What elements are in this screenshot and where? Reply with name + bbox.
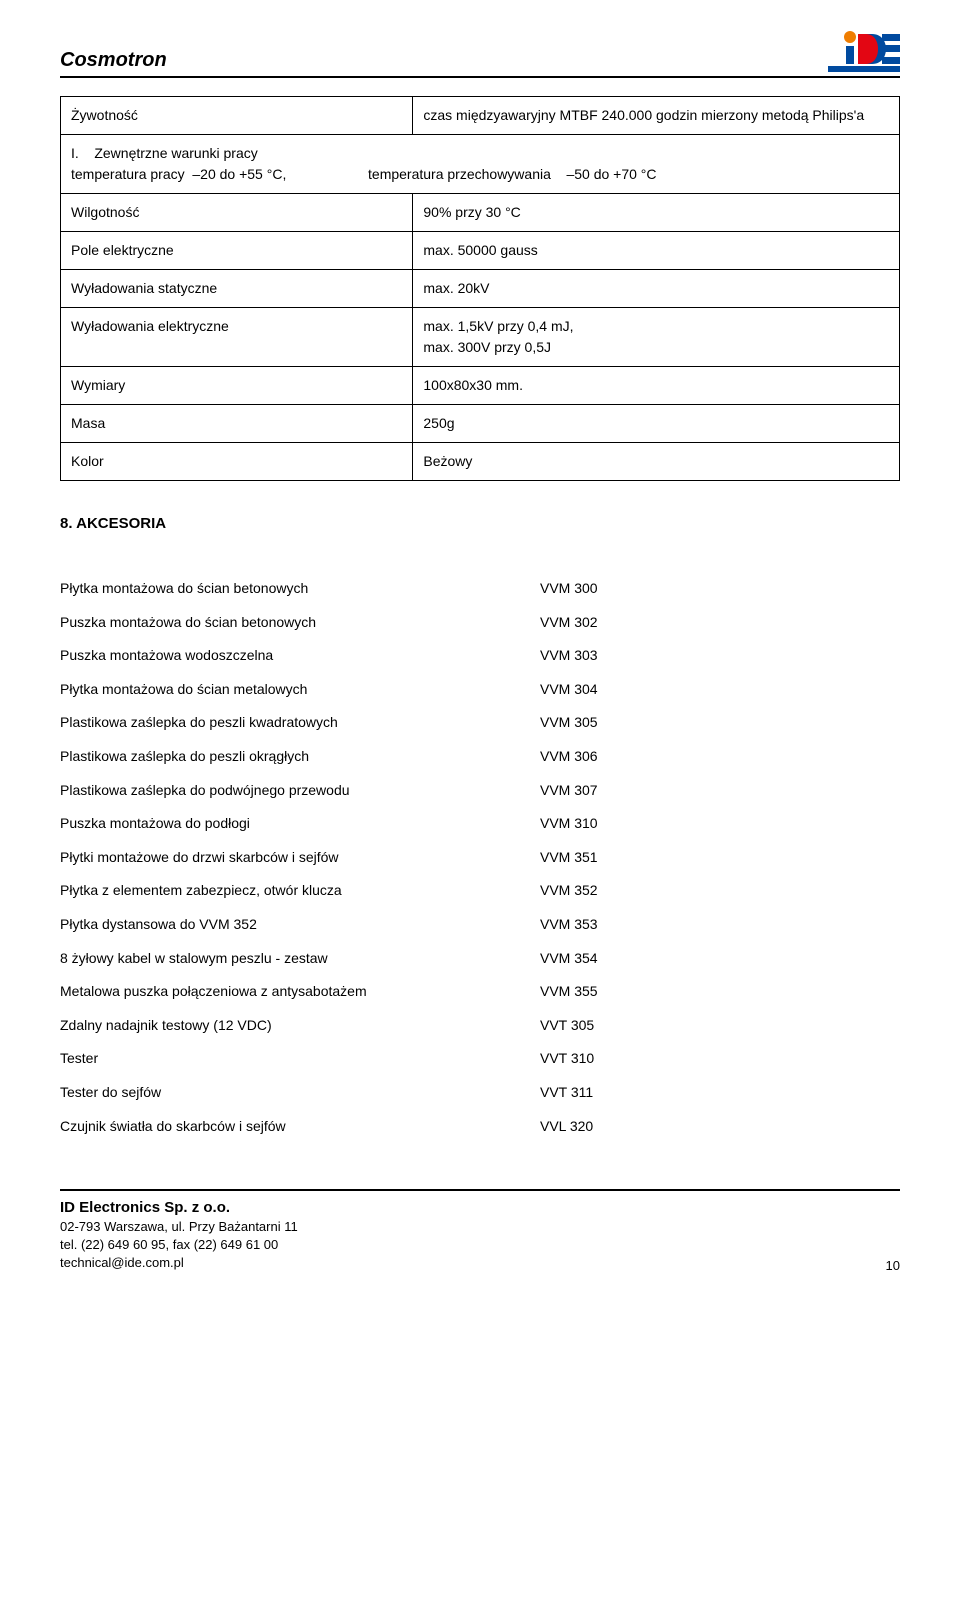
- list-item: Zdalny nadajnik testowy (12 VDC)VVT 305: [60, 1009, 900, 1043]
- accessories-list: Płytka montażowa do ścian betonowychVVM …: [60, 572, 900, 1143]
- accessory-code: VVM 303: [540, 639, 660, 673]
- table-cell-value: Beżowy: [413, 443, 900, 481]
- table-cell-label: Pole elektryczne: [61, 232, 413, 270]
- accessory-label: Czujnik światła do skarbców i sejfów: [60, 1110, 540, 1144]
- list-item: Płytka montażowa do ścian betonowychVVM …: [60, 572, 900, 606]
- table-cell-label: Wyładowania elektryczne: [61, 308, 413, 367]
- list-item: Płytka dystansowa do VVM 352VVM 353: [60, 908, 900, 942]
- accessory-code: VVM 307: [540, 774, 660, 808]
- accessory-label: Puszka montażowa do podłogi: [60, 807, 540, 841]
- accessory-code: VVM 351: [540, 841, 660, 875]
- header-divider: [60, 76, 900, 78]
- table-row: KolorBeżowy: [61, 443, 900, 481]
- accessory-code: VVM 302: [540, 606, 660, 640]
- table-cell-label: Żywotność: [61, 97, 413, 135]
- list-item: Plastikowa zaślepka do peszli kwadratowy…: [60, 706, 900, 740]
- table-cell-value: max. 1,5kV przy 0,4 mJ, max. 300V przy 0…: [413, 308, 900, 367]
- list-item: Metalowa puszka połączeniowa z antysabot…: [60, 975, 900, 1009]
- footer-email: technical@ide.com.pl: [60, 1254, 184, 1272]
- table-row: Wyładowania statycznemax. 20kV: [61, 270, 900, 308]
- table-cell-value: czas międzyawaryjny MTBF 240.000 godzin …: [413, 97, 900, 135]
- accessory-code: VVM 353: [540, 908, 660, 942]
- list-item: Czujnik światła do skarbców i sejfówVVL …: [60, 1110, 900, 1144]
- page-header: Cosmotron: [60, 30, 900, 72]
- accessory-label: Tester: [60, 1042, 540, 1076]
- list-item: Puszka montażowa wodoszczelnaVVM 303: [60, 639, 900, 673]
- table-row: Wymiary100x80x30 mm.: [61, 367, 900, 405]
- list-item: Płytki montażowe do drzwi skarbców i sej…: [60, 841, 900, 875]
- footer-address: 02-793 Warszawa, ul. Przy Bażantarni 11: [60, 1218, 900, 1236]
- accessory-label: Płytka dystansowa do VVM 352: [60, 908, 540, 942]
- table-cell-label: Masa: [61, 405, 413, 443]
- accessory-label: Tester do sejfów: [60, 1076, 540, 1110]
- table-cell-value: 250g: [413, 405, 900, 443]
- list-item: Płytka z elementem zabezpiecz, otwór klu…: [60, 874, 900, 908]
- table-row: Pole elektrycznemax. 50000 gauss: [61, 232, 900, 270]
- accessory-code: VVT 311: [540, 1076, 660, 1110]
- accessory-label: Metalowa puszka połączeniowa z antysabot…: [60, 975, 540, 1009]
- page-number: 10: [886, 1258, 900, 1273]
- accessory-code: VVM 305: [540, 706, 660, 740]
- table-cell-value: max. 20kV: [413, 270, 900, 308]
- footer-phone: tel. (22) 649 60 95, fax (22) 649 61 00: [60, 1236, 900, 1254]
- accessory-label: Puszka montażowa do ścian betonowych: [60, 606, 540, 640]
- accessory-code: VVM 310: [540, 807, 660, 841]
- section-heading-accessories: 8. AKCESORIA: [60, 515, 900, 532]
- accessory-label: Płytka montażowa do ścian metalowych: [60, 673, 540, 707]
- table-cell-label: Wyładowania statyczne: [61, 270, 413, 308]
- ide-logo-icon: [828, 30, 900, 72]
- table-cell-label: Wymiary: [61, 367, 413, 405]
- accessory-label: Plastikowa zaślepka do peszli kwadratowy…: [60, 706, 540, 740]
- accessory-code: VVM 304: [540, 673, 660, 707]
- list-item: Plastikowa zaślepka do podwójnego przewo…: [60, 774, 900, 808]
- table-row: Żywotnośćczas międzyawaryjny MTBF 240.00…: [61, 97, 900, 135]
- table-row: Wyładowania elektrycznemax. 1,5kV przy 0…: [61, 308, 900, 367]
- table-row: Masa250g: [61, 405, 900, 443]
- table-cell-label: Wilgotność: [61, 194, 413, 232]
- list-item: Puszka montażowa do podłogiVVM 310: [60, 807, 900, 841]
- accessory-code: VVL 320: [540, 1110, 660, 1144]
- accessory-label: Puszka montażowa wodoszczelna: [60, 639, 540, 673]
- brand-title: Cosmotron: [60, 49, 167, 72]
- accessory-code: VVT 305: [540, 1009, 660, 1043]
- accessory-label: Plastikowa zaślepka do peszli okrągłych: [60, 740, 540, 774]
- table-cell-value: 90% przy 30 °C: [413, 194, 900, 232]
- table-cell-label: Kolor: [61, 443, 413, 481]
- accessory-code: VVM 300: [540, 572, 660, 606]
- footer-divider: [60, 1189, 900, 1191]
- accessory-code: VVT 310: [540, 1042, 660, 1076]
- accessory-code: VVM 355: [540, 975, 660, 1009]
- footer-company: ID Electronics Sp. z o.o.: [60, 1197, 900, 1218]
- list-item: Tester do sejfówVVT 311: [60, 1076, 900, 1110]
- accessory-code: VVM 306: [540, 740, 660, 774]
- list-item: Plastikowa zaślepka do peszli okrągłychV…: [60, 740, 900, 774]
- list-item: Puszka montażowa do ścian betonowychVVM …: [60, 606, 900, 640]
- page-footer: ID Electronics Sp. z o.o. 02-793 Warszaw…: [60, 1189, 900, 1273]
- list-item: 8 żyłowy kabel w stalowym peszlu - zesta…: [60, 942, 900, 976]
- accessory-code: VVM 354: [540, 942, 660, 976]
- table-cell-value: 100x80x30 mm.: [413, 367, 900, 405]
- list-item: TesterVVT 310: [60, 1042, 900, 1076]
- accessory-label: Zdalny nadajnik testowy (12 VDC): [60, 1009, 540, 1043]
- accessory-label: Płytka montażowa do ścian betonowych: [60, 572, 540, 606]
- accessory-label: Plastikowa zaślepka do podwójnego przewo…: [60, 774, 540, 808]
- table-row: I. Zewnętrzne warunki pracy temperatura …: [61, 135, 900, 194]
- accessory-label: 8 żyłowy kabel w stalowym peszlu - zesta…: [60, 942, 540, 976]
- logo: [828, 30, 900, 72]
- table-row: Wilgotność90% przy 30 °C: [61, 194, 900, 232]
- table-cell-value: max. 50000 gauss: [413, 232, 900, 270]
- specifications-table: Żywotnośćczas międzyawaryjny MTBF 240.00…: [60, 96, 900, 481]
- accessory-code: VVM 352: [540, 874, 660, 908]
- list-item: Płytka montażowa do ścian metalowychVVM …: [60, 673, 900, 707]
- accessory-label: Płytki montażowe do drzwi skarbców i sej…: [60, 841, 540, 875]
- accessory-label: Płytka z elementem zabezpiecz, otwór klu…: [60, 874, 540, 908]
- table-cell-full: I. Zewnętrzne warunki pracy temperatura …: [61, 135, 900, 194]
